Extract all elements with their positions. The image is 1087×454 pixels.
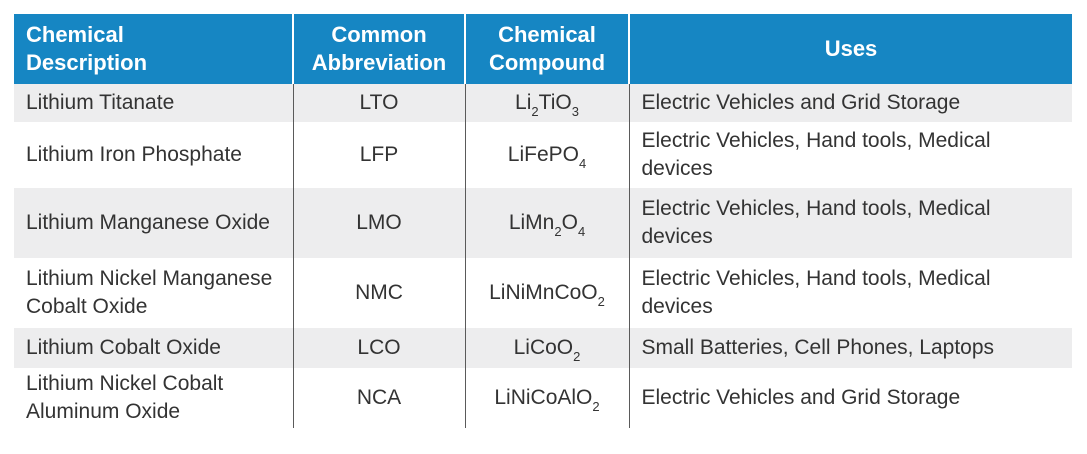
table-row: Lithium Cobalt Oxide LCO LiCoO2 Small Ba…	[14, 328, 1072, 368]
compound-cell: Li2TiO3	[464, 84, 629, 122]
description-cell: Lithium Manganese Oxide	[14, 188, 293, 258]
chemical-formula: Li2TiO3	[515, 91, 579, 119]
abbreviation-cell: NMC	[292, 258, 465, 328]
abbreviation-cell: NCA	[292, 368, 465, 428]
abbreviation-cell: LTO	[292, 84, 465, 122]
header-chemical-compound: Chemical Compound	[464, 14, 629, 84]
uses-cell: Electric Vehicles, Hand tools, Medical d…	[628, 188, 1072, 258]
description-cell: Lithium Cobalt Oxide	[14, 328, 293, 368]
table-row: Lithium Nickel Manganese Cobalt Oxide NM…	[14, 258, 1072, 328]
chemical-formula: LiNiMnCoO2	[489, 281, 605, 309]
table-row: Lithium Manganese Oxide LMO LiMn2O4 Elec…	[14, 188, 1072, 258]
compound-cell: LiCoO2	[464, 328, 629, 368]
lithium-chemistry-table: Chemical Description Common Abbreviation…	[14, 14, 1072, 428]
uses-cell: Electric Vehicles, Hand tools, Medical d…	[628, 122, 1072, 188]
compound-cell: LiNiMnCoO2	[464, 258, 629, 328]
header-uses: Uses	[628, 14, 1072, 84]
table-row: Lithium Iron Phosphate LFP LiFePO4 Elect…	[14, 122, 1072, 188]
uses-cell: Electric Vehicles and Grid Storage	[628, 368, 1072, 428]
chemical-formula: LiNiCoAlO2	[494, 386, 600, 414]
chemical-formula: LiMn2O4	[508, 211, 586, 239]
chemical-formula: LiFePO4	[507, 143, 587, 171]
table-row: Lithium Nickel Cobalt Aluminum Oxide NCA…	[14, 368, 1072, 428]
abbreviation-cell: LFP	[292, 122, 465, 188]
chemistry-table-container: Chemical Description Common Abbreviation…	[14, 14, 1072, 428]
compound-cell: LiMn2O4	[464, 188, 629, 258]
compound-cell: LiFePO4	[464, 122, 629, 188]
description-cell: Lithium Nickel Cobalt Aluminum Oxide	[14, 368, 293, 428]
abbreviation-cell: LMO	[292, 188, 465, 258]
header-chemical-description: Chemical Description	[14, 14, 293, 84]
chemical-formula: LiCoO2	[513, 336, 581, 364]
compound-cell: LiNiCoAlO2	[464, 368, 629, 428]
uses-cell: Electric Vehicles, Hand tools, Medical d…	[628, 258, 1072, 328]
abbreviation-cell: LCO	[292, 328, 465, 368]
uses-cell: Electric Vehicles and Grid Storage	[628, 84, 1072, 122]
description-cell: Lithium Titanate	[14, 84, 293, 122]
description-cell: Lithium Nickel Manganese Cobalt Oxide	[14, 258, 293, 328]
table-row: Lithium Titanate LTO Li2TiO3 Electric Ve…	[14, 84, 1072, 122]
description-cell: Lithium Iron Phosphate	[14, 122, 293, 188]
header-common-abbreviation: Common Abbreviation	[292, 14, 465, 84]
table-header-row: Chemical Description Common Abbreviation…	[14, 14, 1072, 84]
uses-cell: Small Batteries, Cell Phones, Laptops	[628, 328, 1072, 368]
